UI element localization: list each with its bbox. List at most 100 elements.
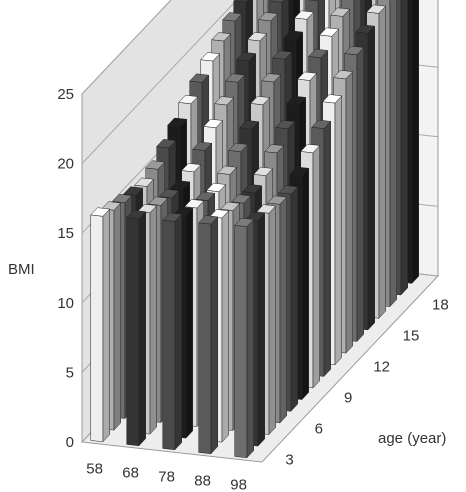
- bar-top: [297, 71, 318, 81]
- bar-top: [300, 143, 321, 154]
- y-tick-label: 3: [285, 451, 293, 468]
- bar: [234, 217, 255, 459]
- bar-side: [257, 212, 265, 447]
- bar-side: [102, 208, 110, 443]
- bar-top: [333, 70, 354, 80]
- bar: [162, 212, 183, 451]
- bar-top: [162, 212, 183, 222]
- bar-top: [308, 48, 329, 58]
- bar-top: [234, 217, 255, 227]
- bar-top: [195, 191, 216, 201]
- bar-side: [389, 0, 397, 308]
- z-tick-label: 0: [66, 434, 74, 451]
- bar-top: [247, 32, 268, 42]
- bar-side: [356, 46, 364, 343]
- gridline: [81, 0, 238, 164]
- bar-top: [366, 4, 387, 14]
- y-tick-label: 6: [315, 420, 323, 437]
- bar-top: [225, 73, 246, 83]
- bar-top: [278, 185, 299, 195]
- bar-top: [200, 52, 221, 62]
- bar-top: [134, 177, 155, 187]
- bar-side: [290, 186, 298, 412]
- bar-top: [231, 194, 252, 204]
- bar-side: [411, 0, 419, 285]
- z-tick-label: 20: [57, 156, 74, 173]
- bar-top: [217, 165, 238, 175]
- bar-side: [113, 202, 121, 431]
- bar-top: [178, 94, 199, 105]
- x-tick-label: 98: [230, 476, 247, 492]
- bar-front: [162, 219, 176, 451]
- bar-top: [289, 166, 310, 176]
- bar-side: [378, 5, 386, 319]
- x-tick-label: 78: [158, 468, 175, 485]
- bar-top: [283, 30, 304, 40]
- bar: [90, 207, 111, 443]
- bar-top: [123, 186, 144, 196]
- bar-top: [211, 32, 232, 42]
- bar-top: [170, 180, 191, 190]
- bar-top: [192, 141, 213, 151]
- bar-top: [189, 73, 210, 83]
- bar-top: [286, 95, 307, 105]
- bar-side: [345, 71, 353, 354]
- bar-top: [156, 139, 177, 149]
- bar-side: [185, 207, 193, 439]
- bar-top: [308, 0, 319, 1]
- bar-top: [344, 45, 365, 56]
- y-tick-label: 9: [344, 389, 352, 406]
- bar-side: [367, 25, 375, 331]
- bar-top: [236, 52, 257, 62]
- bar-side: [210, 216, 218, 455]
- bar-side: [400, 0, 408, 296]
- bar-top: [258, 12, 279, 22]
- bar-top: [264, 144, 285, 154]
- bar-top: [261, 73, 282, 83]
- bar-side: [334, 95, 342, 366]
- bar-front: [234, 225, 248, 459]
- bar-top: [267, 195, 288, 205]
- z-axis-label: BMI: [8, 261, 35, 278]
- bar-top: [181, 163, 202, 173]
- x-tick-label: 68: [122, 464, 139, 481]
- bar-top: [148, 196, 169, 206]
- bar-top: [228, 142, 249, 152]
- bar-top: [126, 210, 147, 220]
- bar-side: [149, 204, 157, 435]
- z-tick-label: 5: [66, 364, 74, 381]
- bar-top: [145, 160, 166, 170]
- bar-top: [159, 189, 180, 199]
- bar: [126, 210, 147, 447]
- bar-top: [222, 12, 243, 22]
- bar-top: [294, 10, 315, 20]
- bar-front: [198, 222, 212, 455]
- bar-side: [174, 213, 182, 451]
- bar-side: [312, 144, 320, 389]
- bar-top: [198, 215, 219, 225]
- bar-top: [330, 7, 351, 17]
- bar-top: [311, 119, 332, 129]
- x-tick-label: 58: [86, 460, 103, 477]
- bar-top: [256, 204, 277, 214]
- chart-bars: [90, 0, 419, 459]
- bar: [198, 215, 219, 455]
- x-tick-label: 88: [194, 472, 211, 489]
- bar-front: [126, 217, 140, 447]
- bar-side: [323, 120, 331, 378]
- bar-top: [214, 96, 235, 106]
- bar-top: [206, 182, 227, 192]
- z-tick-label: 25: [57, 86, 74, 103]
- bar-top: [239, 120, 260, 130]
- z-tick-label: 10: [57, 295, 74, 312]
- bar-top: [167, 117, 188, 127]
- bar-top: [250, 95, 271, 106]
- y-tick-label: 12: [373, 358, 390, 375]
- bar-top: [319, 27, 340, 37]
- bar-top: [233, 0, 249, 3]
- bar-side: [279, 196, 287, 424]
- bar-top: [275, 119, 296, 130]
- bar-top: [355, 24, 376, 34]
- bar-side: [221, 210, 229, 443]
